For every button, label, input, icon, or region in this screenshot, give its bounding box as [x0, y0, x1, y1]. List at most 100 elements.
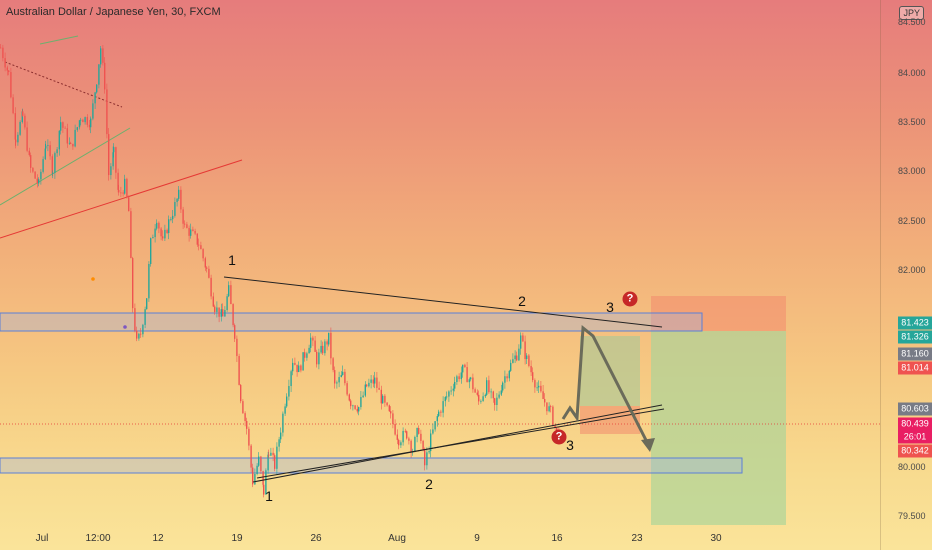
currency-badge[interactable]: JPY	[899, 6, 924, 20]
candle-body	[294, 362, 296, 365]
candle-body	[118, 189, 120, 193]
candle-body	[78, 120, 81, 128]
wave-label-3-bottom: 3	[566, 437, 574, 453]
candle-body	[438, 411, 440, 417]
candle-body	[450, 390, 452, 392]
candle-body	[460, 372, 462, 380]
candle-body	[42, 159, 44, 172]
price-tick: 83.500	[898, 117, 926, 127]
wave-label-2-top: 2	[518, 293, 526, 309]
candle-body	[0, 47, 2, 49]
candle-body	[306, 353, 308, 358]
candle-body	[150, 238, 152, 265]
candle-body	[472, 377, 474, 390]
candle-body	[254, 473, 256, 485]
candle-body	[40, 171, 42, 180]
candle-body	[444, 396, 446, 402]
price-axis[interactable]	[880, 0, 932, 550]
candle-body	[263, 484, 265, 495]
candle-body	[112, 152, 114, 167]
candle-body	[14, 113, 16, 140]
question-icon[interactable]: ?	[551, 429, 567, 445]
candle-body	[406, 431, 408, 439]
candle-body	[388, 405, 390, 412]
candle-body	[236, 338, 238, 357]
candle-body	[272, 452, 274, 456]
candle-body	[524, 341, 526, 360]
candle-body	[430, 433, 432, 452]
candle-body	[176, 198, 178, 203]
price-tick: 80.000	[898, 462, 926, 472]
candle-body	[482, 396, 484, 401]
candle-body	[142, 324, 144, 335]
candle-body	[394, 423, 396, 435]
candle-body	[92, 103, 94, 119]
candle-body	[528, 355, 530, 366]
candle-body	[218, 307, 220, 317]
candle-body	[318, 352, 320, 365]
triangle-lower-line-2[interactable]	[256, 408, 665, 479]
candle-body	[250, 445, 252, 468]
support-zone[interactable]	[0, 457, 743, 474]
channel-green-top[interactable]	[39, 35, 79, 45]
candle-body	[160, 228, 162, 237]
candle-body	[232, 304, 234, 326]
candle-body	[378, 387, 380, 390]
candle-body	[178, 189, 180, 199]
candle-body	[376, 377, 378, 388]
candle-body	[422, 440, 424, 451]
candle-body	[172, 215, 174, 220]
candle-body	[194, 230, 196, 234]
candle-body	[530, 365, 532, 373]
candle-body	[196, 233, 198, 245]
candle-body	[372, 379, 374, 384]
candle-body	[342, 371, 344, 375]
candle-body	[418, 428, 420, 434]
candle-body	[520, 335, 522, 349]
candle-body	[366, 384, 368, 387]
reward-box[interactable]	[651, 331, 786, 525]
candle-body	[484, 394, 486, 397]
candle-body	[336, 382, 338, 384]
candle-body	[158, 222, 160, 229]
candle-body	[316, 351, 318, 365]
candle-body	[182, 209, 184, 224]
price-tick: 79.500	[898, 511, 926, 521]
candle-body	[248, 428, 250, 446]
candle-body	[28, 150, 30, 156]
candle-body	[113, 147, 115, 153]
candle-body	[480, 400, 482, 402]
candle-body	[128, 197, 130, 212]
candle-body	[120, 192, 122, 194]
channel-upper-line[interactable]	[4, 61, 123, 108]
candle-body	[228, 285, 230, 297]
question-icon[interactable]: ?	[622, 291, 638, 307]
candle-body	[390, 411, 392, 414]
candle-body	[138, 333, 140, 339]
candle-body	[268, 454, 270, 456]
candle-body	[64, 127, 66, 129]
red-trend-line[interactable]	[0, 159, 243, 239]
candle-body	[117, 172, 119, 190]
candle-body	[492, 391, 494, 399]
candle-body	[242, 401, 244, 414]
candle-body	[238, 356, 240, 385]
candle-body	[130, 211, 132, 259]
candle-body	[456, 376, 458, 382]
candle-body	[504, 376, 506, 383]
candle-body	[19, 122, 21, 135]
candle-body	[32, 167, 34, 172]
triangle-upper-line[interactable]	[223, 276, 663, 328]
candle-body	[522, 335, 524, 342]
countdown-label: 26:01	[898, 430, 932, 444]
candle-body	[276, 446, 278, 469]
resistance-zone[interactable]	[0, 312, 703, 332]
date-tick: 12:00	[85, 533, 111, 544]
candle-body	[70, 142, 72, 144]
candle-body	[168, 219, 170, 234]
triangle-lower-line-1[interactable]	[252, 404, 663, 483]
candle-body	[348, 394, 350, 401]
projection-path[interactable]	[561, 325, 652, 449]
